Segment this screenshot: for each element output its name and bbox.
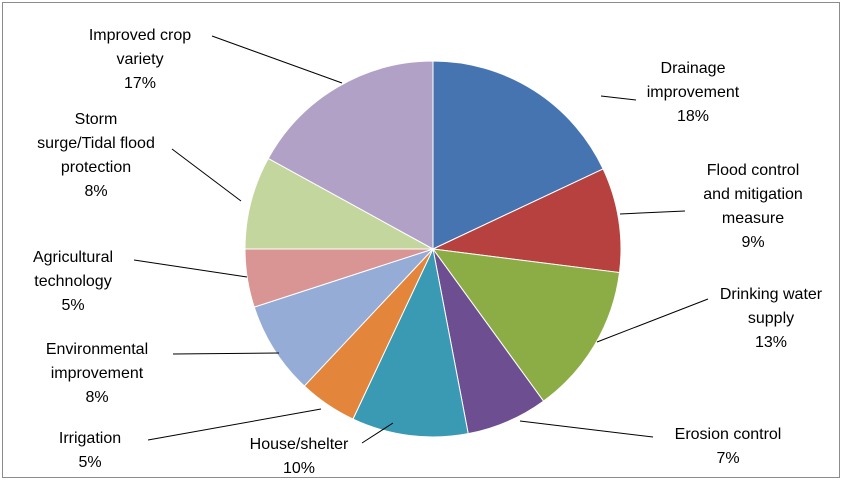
slice-name-line: protection — [61, 159, 131, 176]
slice-label-8: Agricultural technology 5% — [33, 249, 113, 314]
slice-name-line: Irrigation — [59, 430, 121, 447]
slice-value-label: 5% — [61, 297, 84, 314]
leader-lines — [133, 35, 709, 444]
slice-name-line: surge/Tidal flood — [37, 135, 155, 152]
slice-label-4: Erosion control 7% — [675, 426, 782, 467]
slice-label-6: Irrigation 5% — [59, 430, 121, 471]
leader-line-7 — [172, 352, 280, 355]
slice-label-1: Drainage improvement 18% — [647, 60, 740, 125]
slice-value-label: 13% — [755, 334, 787, 351]
slice-name-line: supply — [748, 310, 794, 327]
slice-value-label: 8% — [84, 183, 107, 200]
chart-frame: Drainage improvement 18% Flood control and m… — [2, 2, 840, 478]
slice-name-line: improvement — [51, 365, 144, 382]
slice-name-line: technology — [34, 273, 111, 290]
slice-labels: Drainage improvement 18% Flood control and m… — [33, 27, 823, 477]
slice-name-line: Erosion control — [675, 426, 782, 443]
slice-value-label: 7% — [716, 450, 739, 467]
pie-slices — [244, 60, 622, 438]
pie-slice-7 — [253, 248, 434, 387]
slice-value-label: 9% — [741, 234, 764, 251]
slice-label-7: Environmental improvement 8% — [46, 341, 148, 406]
pie-slice-2 — [431, 168, 622, 274]
pie-slice-3 — [431, 248, 621, 402]
pie-slice-9 — [244, 157, 434, 250]
leader-line-9 — [171, 148, 242, 202]
slice-label-2: Flood control and mitigation measure 9% — [703, 162, 803, 251]
slice-label-9: Storm surge/Tidal flood protection 8% — [37, 111, 155, 200]
leader-line-4 — [519, 420, 654, 438]
slice-label-10: Improved crop variety 17% — [89, 27, 191, 92]
pie-chart: Drainage improvement 18% Flood control and m… — [33, 27, 823, 477]
slice-value-label: 18% — [677, 108, 709, 125]
slice-label-5: House/shelter 10% — [250, 436, 349, 477]
slice-name-line: Flood control — [707, 162, 800, 179]
leader-line-5 — [361, 422, 394, 444]
slice-name-line: improvement — [647, 84, 740, 101]
slice-name-line: House/shelter — [250, 436, 349, 453]
slice-name-line: Drainage — [661, 60, 726, 77]
slice-name-line: Agricultural — [33, 249, 113, 266]
slice-value-label: 17% — [124, 75, 156, 92]
slice-value-label: 8% — [85, 389, 108, 406]
leader-line-3 — [596, 298, 709, 343]
slice-name-line: Improved crop — [89, 27, 191, 44]
slice-name-line: variety — [116, 51, 163, 68]
pie-slice-10 — [267, 60, 434, 250]
slice-name-line: measure — [722, 210, 784, 227]
pie-slice-5 — [352, 247, 469, 438]
pie-slice-1 — [432, 60, 604, 250]
leader-line-8 — [133, 259, 248, 278]
slice-name-line: Drinking water — [720, 286, 823, 303]
leader-line-1 — [600, 95, 637, 101]
slice-name-line: Environmental — [46, 341, 148, 358]
leader-line-2 — [619, 210, 686, 215]
leader-line-10 — [211, 35, 343, 84]
slice-value-label: 5% — [78, 454, 101, 471]
slice-label-3: Drinking water supply 13% — [720, 286, 823, 351]
slice-name-line: and mitigation — [703, 186, 803, 203]
leader-line-6 — [147, 408, 322, 441]
slice-value-label: 10% — [283, 460, 315, 477]
slice-name-line: Storm — [75, 111, 118, 128]
